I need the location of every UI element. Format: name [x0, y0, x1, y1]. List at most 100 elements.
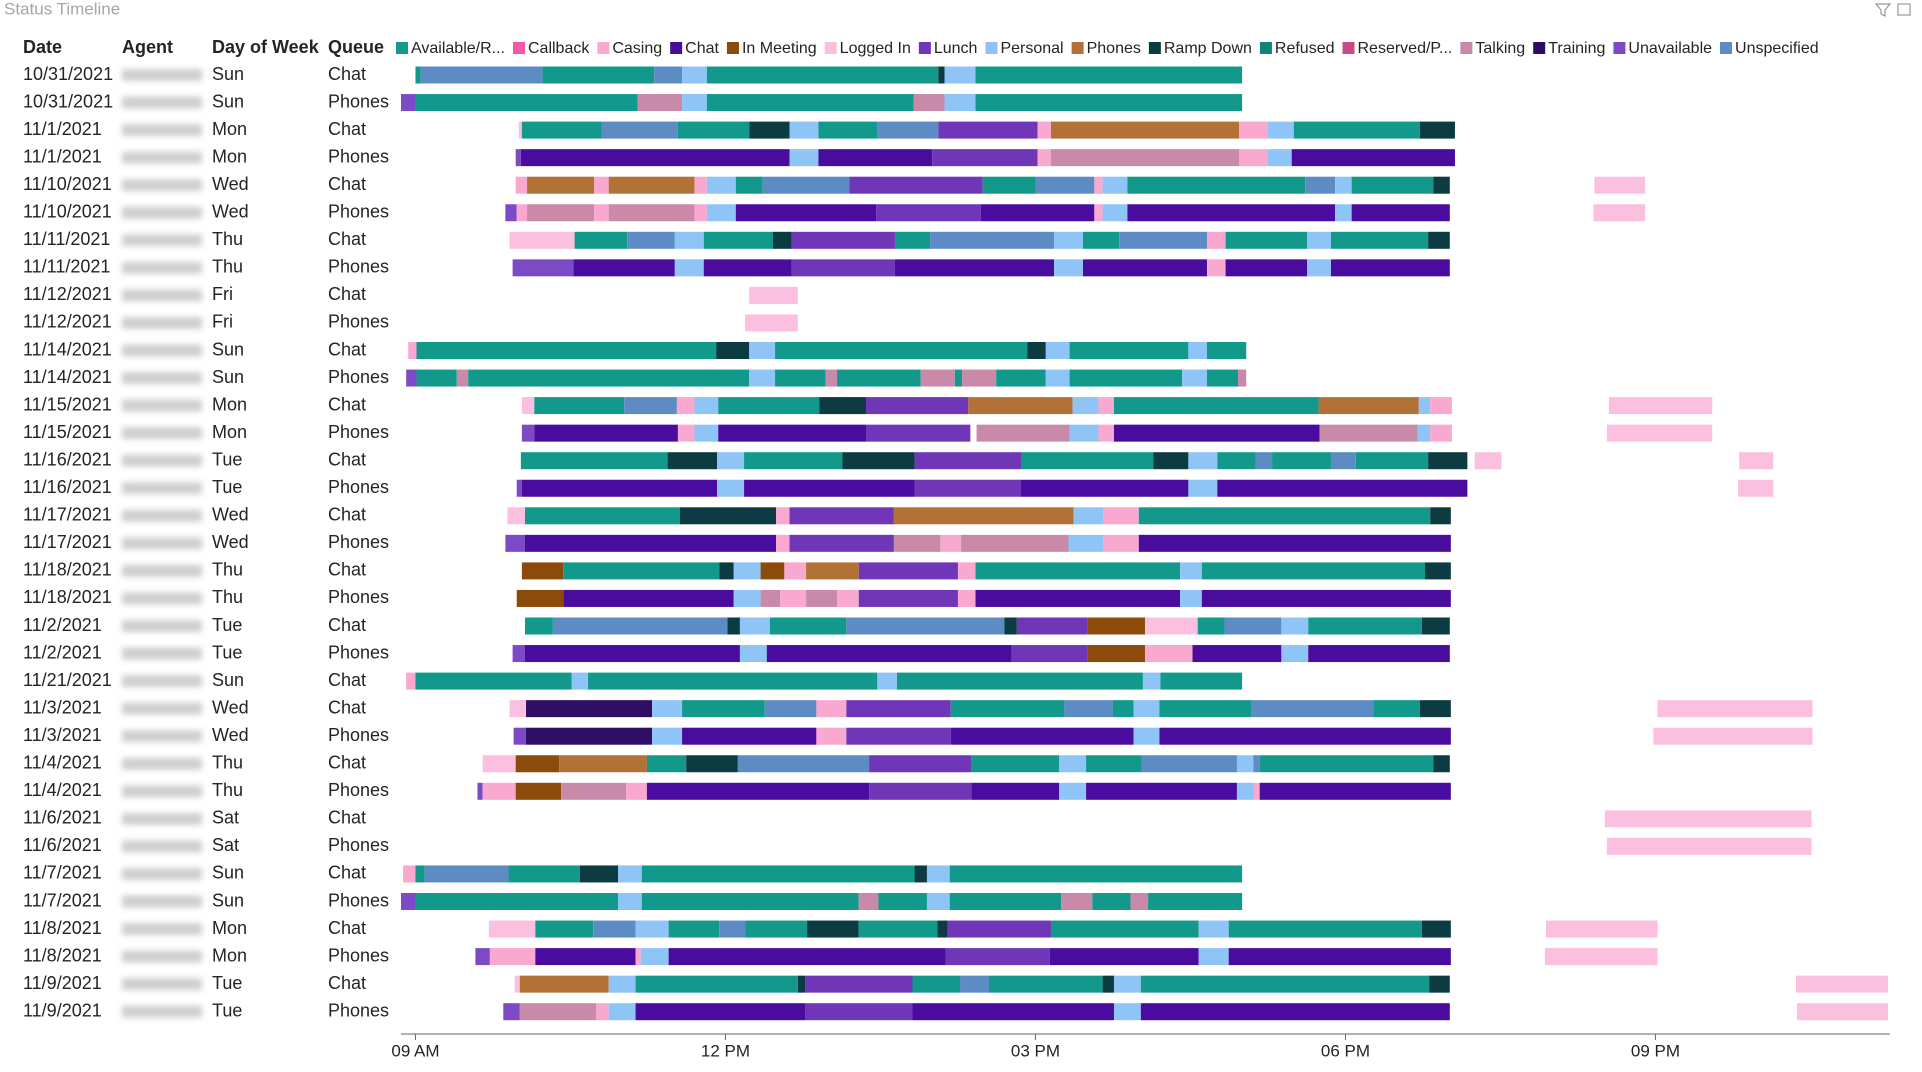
status-segment [626, 782, 647, 800]
status-segment [805, 975, 913, 993]
legend-swatch [670, 42, 683, 54]
legend-swatch [918, 42, 931, 54]
status-segment [1429, 975, 1450, 993]
status-segment [516, 589, 564, 607]
status-segment [552, 617, 728, 635]
status-segment [524, 507, 680, 525]
agent-blurred [122, 812, 202, 825]
status-segment [1239, 121, 1268, 139]
status-segment [842, 452, 915, 470]
status-segment [719, 920, 746, 938]
status-segment [733, 589, 761, 607]
legend-label: Lunch [934, 40, 978, 57]
status-segment [482, 782, 516, 800]
status-segment [1308, 617, 1422, 635]
status-segment [744, 452, 843, 470]
agent-blurred [122, 261, 202, 274]
status-segment [1064, 700, 1113, 718]
status-segment [579, 865, 618, 883]
status-segment [945, 948, 1050, 966]
legend-label: Logged In [840, 40, 911, 57]
status-segment [1188, 342, 1207, 359]
date-cell: 11/21/2021 [23, 670, 112, 690]
status-segment [1544, 948, 1658, 966]
date-cell: 11/9/2021 [23, 1000, 102, 1020]
status-segment [1069, 342, 1189, 359]
date-cell: 11/4/2021 [23, 753, 102, 773]
queue-cell: Phones [328, 257, 389, 277]
status-segment [706, 176, 736, 194]
status-segment [1237, 369, 1247, 387]
status-segment [1061, 893, 1093, 910]
column-header: Day of Week [212, 37, 320, 57]
date-cell: 11/6/2021 [23, 835, 102, 855]
status-segment [521, 424, 535, 442]
status-segment [1182, 369, 1207, 387]
status-segment [520, 452, 668, 470]
filter-icon[interactable] [1874, 3, 1892, 17]
queue-cell: Phones [328, 835, 389, 855]
focus-icon[interactable] [1897, 3, 1911, 16]
column-header: Queue [328, 37, 384, 57]
status-segment [593, 920, 636, 938]
date-cell: 11/18/2021 [23, 560, 112, 580]
status-segment [624, 397, 677, 415]
status-segment [1657, 700, 1813, 718]
day-cell: Sun [212, 367, 244, 387]
status-segment [534, 424, 678, 442]
status-segment [1087, 645, 1145, 663]
status-segment [718, 397, 820, 415]
status-segment [1073, 507, 1104, 525]
queue-cell: Phones [328, 725, 389, 745]
status-segment [415, 865, 425, 883]
status-segment [1419, 121, 1455, 139]
status-segment [1098, 424, 1114, 442]
status-segment [1293, 121, 1420, 139]
status-segment [1144, 617, 1198, 635]
date-cell: 11/16/2021 [23, 477, 112, 497]
status-segment [1059, 782, 1087, 800]
status-segment [849, 176, 983, 194]
legend-swatch [1342, 42, 1355, 54]
status-segment [806, 562, 859, 580]
status-segment [1253, 782, 1260, 800]
status-segment [1206, 342, 1247, 359]
status-segment [1102, 176, 1128, 194]
status-segment [1351, 204, 1450, 222]
status-segment [668, 948, 946, 966]
agent-blurred [122, 372, 202, 385]
agent-blurred [122, 840, 202, 853]
day-cell: Wed [212, 174, 249, 194]
status-segment [1094, 204, 1103, 222]
queue-cell: Chat [328, 808, 366, 828]
status-segment [1188, 479, 1218, 497]
legend-label: Available/R... [411, 40, 505, 57]
agent-blurred [122, 96, 202, 109]
status-segment [519, 1003, 597, 1021]
status-segment [1142, 672, 1161, 690]
status-segment [1428, 452, 1468, 470]
day-cell: Tue [212, 973, 242, 993]
status-segment [1373, 700, 1420, 718]
status-segment [416, 342, 717, 359]
status-segment [1082, 259, 1207, 277]
status-segment [515, 755, 560, 773]
day-cell: Mon [212, 945, 247, 965]
legend-swatch [1259, 42, 1272, 54]
queue-cell: Chat [328, 119, 366, 139]
status-segment [641, 893, 859, 910]
status-segment [420, 66, 543, 84]
agent-blurred [122, 730, 202, 743]
agent-blurred [122, 923, 202, 936]
status-segment [521, 397, 535, 415]
status-segment [682, 94, 707, 112]
status-segment [961, 534, 1069, 552]
status-segment [667, 452, 718, 470]
agent-blurred [122, 647, 202, 660]
status-segment [760, 562, 785, 580]
status-segment [913, 94, 945, 112]
status-segment [563, 589, 734, 607]
day-cell: Sat [212, 835, 239, 855]
queue-cell: Phones [328, 477, 389, 497]
